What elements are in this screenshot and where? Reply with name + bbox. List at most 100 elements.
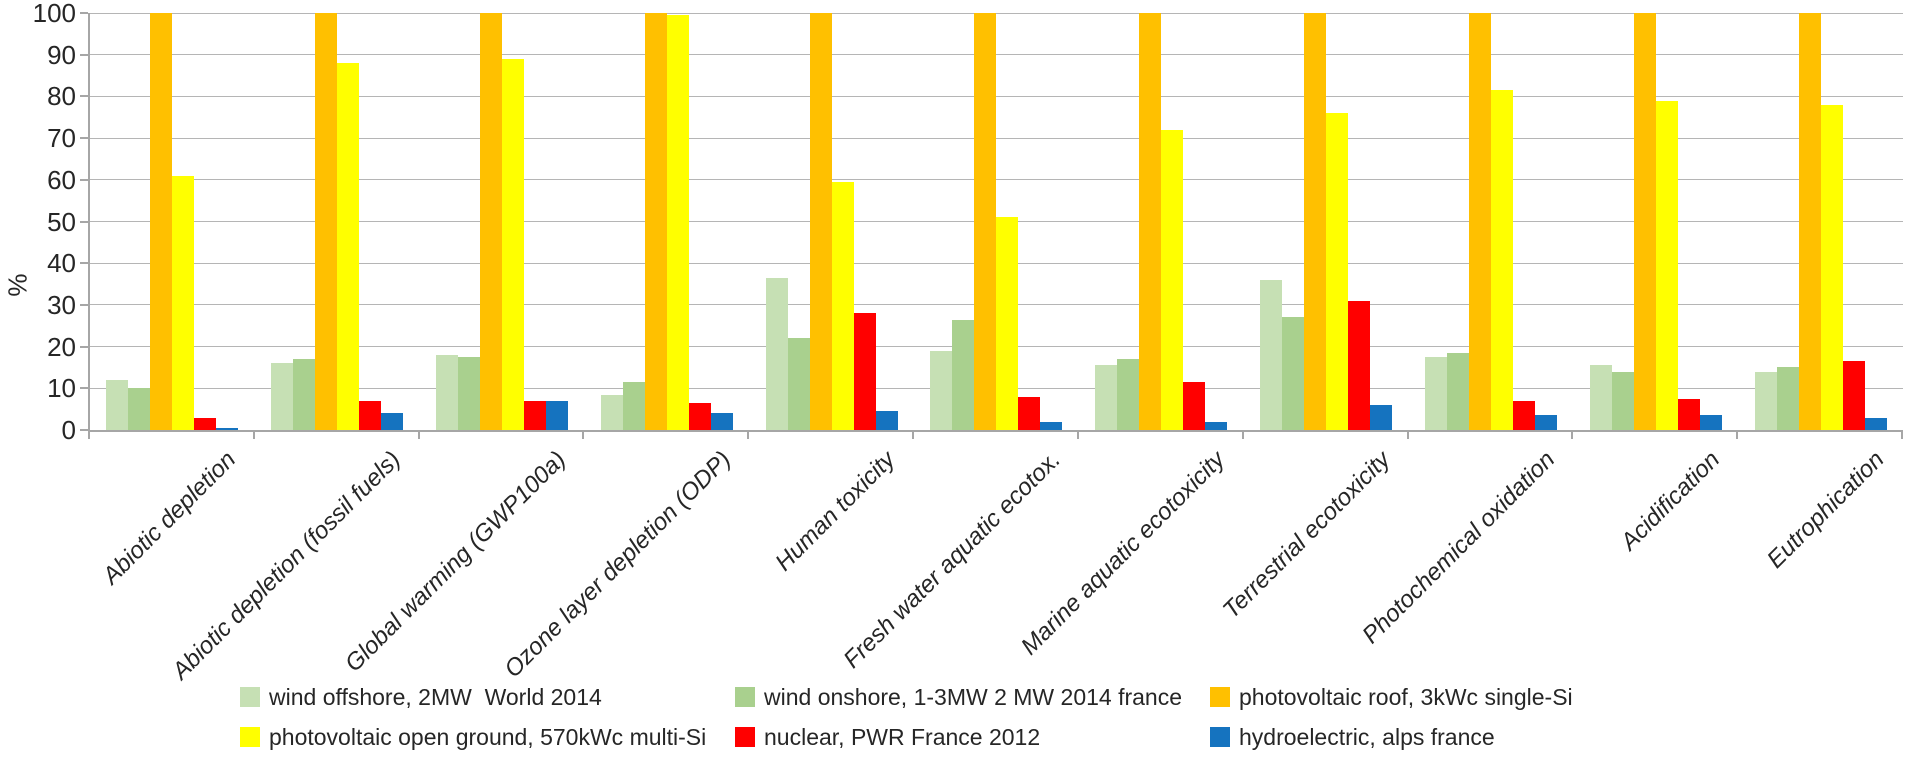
y-tick-mark: [80, 303, 88, 306]
legend-label: wind onshore, 1-3MW 2 MW 2014 france: [764, 683, 1183, 710]
bar: [1512, 400, 1535, 430]
bar: [337, 63, 360, 430]
bar: [853, 313, 876, 430]
bar: [1326, 113, 1349, 430]
legend-item: hydroelectric, alps france: [1210, 722, 1495, 752]
bar: [1205, 421, 1228, 430]
bar: [1864, 417, 1887, 430]
y-tick-label: 60: [47, 164, 76, 195]
y-tick-label: 100: [32, 0, 76, 28]
bar-group: [255, 13, 420, 430]
bar: [1282, 317, 1305, 430]
legend-label: hydroelectric, alps france: [1239, 723, 1495, 750]
x-category-label: Acidification: [1615, 446, 1725, 556]
bar-group: [1573, 13, 1738, 430]
bar: [1348, 300, 1371, 430]
plot-area: [88, 12, 1903, 432]
x-tick-mark: [1736, 430, 1739, 439]
bar: [293, 359, 316, 430]
y-tick-mark: [80, 53, 88, 56]
legend-label: photovoltaic roof, 3kWc single-Si: [1239, 683, 1573, 710]
bar: [666, 15, 689, 430]
legend-swatch: [240, 727, 260, 747]
x-tick-mark: [1241, 430, 1244, 439]
x-tick-mark: [912, 430, 915, 439]
bar: [216, 427, 239, 430]
bar: [1677, 398, 1700, 430]
y-tick-mark: [80, 178, 88, 181]
bar: [1633, 13, 1656, 430]
bar: [622, 382, 645, 430]
bar: [996, 217, 1019, 430]
legend-item: photovoltaic roof, 3kWc single-Si: [1210, 682, 1573, 712]
y-tick-mark: [80, 262, 88, 265]
y-tick-label: 70: [47, 123, 76, 154]
x-category-label: Human toxicity: [770, 446, 901, 577]
bar: [1655, 100, 1678, 430]
bar: [546, 400, 569, 430]
bar: [271, 363, 294, 430]
bar: [172, 175, 195, 430]
legend-swatch: [735, 727, 755, 747]
bar: [1589, 365, 1612, 430]
y-tick-label: 90: [47, 39, 76, 70]
legend-item: wind onshore, 1-3MW 2 MW 2014 france: [735, 682, 1182, 712]
legend-item: wind offshore, 2MW World 2014: [240, 682, 602, 712]
bar: [1040, 421, 1063, 430]
bar: [480, 13, 503, 430]
bar: [458, 357, 481, 430]
gridline: [90, 54, 1903, 56]
x-tick-mark: [1901, 430, 1903, 439]
bar: [1820, 104, 1843, 430]
bar: [952, 319, 975, 430]
y-tick-mark: [80, 12, 88, 14]
bar: [150, 13, 173, 430]
gridline: [90, 95, 1903, 97]
bar-group: [90, 13, 255, 430]
y-tick-mark: [80, 429, 88, 431]
y-tick-mark: [80, 95, 88, 98]
y-tick-label: 0: [61, 415, 76, 445]
y-tick-label: 50: [47, 206, 76, 237]
bar: [688, 402, 711, 430]
bar-group: [1244, 13, 1409, 430]
x-tick-mark: [417, 430, 420, 439]
bar: [1095, 365, 1118, 430]
bar: [1260, 279, 1283, 430]
y-tick-label: 40: [47, 248, 76, 279]
bar-group: [1738, 13, 1903, 430]
bar: [787, 338, 810, 430]
bar: [1842, 361, 1865, 430]
y-tick-mark: [80, 387, 88, 390]
bar: [710, 413, 733, 430]
bar-group: [914, 13, 1079, 430]
bar: [831, 181, 854, 430]
bar: [524, 400, 547, 430]
y-tick-mark: [80, 220, 88, 223]
bar: [381, 413, 404, 430]
x-tick-mark: [747, 430, 750, 439]
gridline: [90, 12, 1903, 14]
y-tick-label: 20: [47, 331, 76, 362]
legend-label: photovoltaic open ground, 570kWc multi-S…: [269, 723, 707, 750]
bar: [644, 13, 667, 430]
legend-label: nuclear, PWR France 2012: [764, 723, 1041, 750]
bar: [765, 277, 788, 430]
legend-label: wind offshore, 2MW World 2014: [269, 683, 602, 710]
bar: [1139, 13, 1162, 430]
y-tick-mark: [80, 345, 88, 348]
bar-group: [420, 13, 585, 430]
bar-group: [749, 13, 914, 430]
gridline: [90, 137, 1903, 139]
gridline: [90, 179, 1903, 181]
legend-swatch: [240, 687, 260, 707]
y-tick-mark: [80, 137, 88, 140]
bar: [194, 417, 217, 430]
bar: [1798, 13, 1821, 430]
bar: [1754, 371, 1777, 430]
bar: [502, 58, 525, 430]
legend-swatch: [1210, 727, 1230, 747]
x-category-label: Terrestrial ecotoxicity: [1217, 446, 1396, 624]
y-tick-label: 10: [47, 373, 76, 404]
